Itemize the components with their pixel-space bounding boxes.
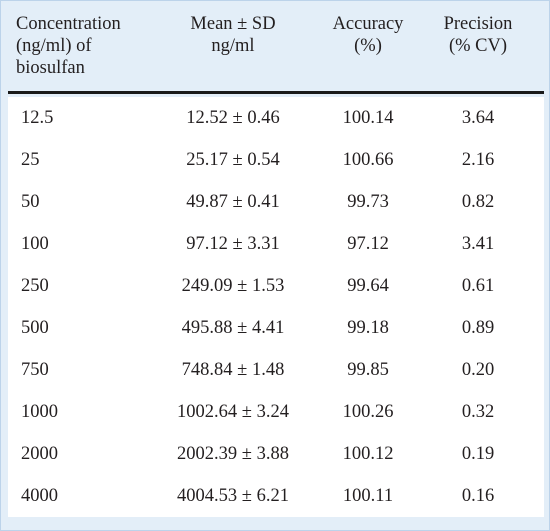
table-row: 25 25.17 ± 0.54 100.66 2.16 (8, 139, 544, 181)
table-header: Concentration (ng/ml) of biosulfan Mean … (3, 3, 549, 89)
cell-mean-sd: 49.87 ± 0.41 (186, 192, 280, 212)
cell-mean-sd: 1002.64 ± 3.24 (177, 402, 289, 422)
table-row: 100 97.12 ± 3.31 97.12 3.41 (8, 223, 544, 265)
table-row: 50 49.87 ± 0.41 99.73 0.82 (8, 181, 544, 223)
cell-mean-sd: 25.17 ± 0.54 (186, 150, 280, 170)
table-row: 500 495.88 ± 4.41 99.18 0.89 (8, 307, 544, 349)
cell-concentration: 50 (21, 192, 40, 212)
header-mean-sd-line-1: Mean ± SD (190, 14, 276, 34)
cell-precision: 0.20 (461, 360, 495, 380)
cell-mean-sd: 97.12 ± 3.31 (186, 234, 280, 254)
header-precision: Precision (% CV) (418, 13, 538, 57)
header-mean-sd-line-2: ng/ml (211, 36, 255, 56)
header-precision-line-2: (% CV) (448, 36, 508, 56)
cell-concentration: 750 (21, 360, 49, 380)
cell-precision: 3.41 (461, 234, 495, 254)
header-concentration-line-1: Concentration (16, 14, 121, 34)
cell-mean-sd: 748.84 ± 1.48 (181, 360, 285, 380)
cell-precision: 0.32 (461, 402, 495, 422)
cell-mean-sd: 12.52 ± 0.46 (186, 108, 280, 128)
cell-accuracy: 100.26 (342, 402, 394, 422)
cell-concentration: 100 (21, 234, 49, 254)
cell-accuracy: 100.12 (342, 444, 394, 464)
cell-mean-sd: 2002.39 ± 3.88 (177, 444, 289, 464)
cell-concentration: 25 (21, 150, 40, 170)
cell-accuracy: 99.85 (347, 360, 389, 380)
table-row: 750 748.84 ± 1.48 99.85 0.20 (8, 349, 544, 391)
table-row: 2000 2002.39 ± 3.88 100.12 0.19 (8, 433, 544, 475)
cell-concentration: 4000 (21, 486, 58, 506)
cell-accuracy: 100.66 (342, 150, 394, 170)
table-row: 4000 4004.53 ± 6.21 100.11 0.16 (8, 475, 544, 517)
cell-accuracy: 99.73 (347, 192, 389, 212)
cell-precision: 0.19 (461, 444, 495, 464)
cell-precision: 0.16 (461, 486, 495, 506)
cell-accuracy: 99.18 (347, 318, 389, 338)
header-divider (8, 91, 544, 94)
cell-concentration: 12.5 (21, 108, 54, 128)
header-accuracy: Accuracy (%) (313, 13, 423, 57)
header-accuracy-line-2: (%) (354, 36, 382, 56)
cell-mean-sd: 495.88 ± 4.41 (181, 318, 285, 338)
cell-concentration: 2000 (21, 444, 58, 464)
cell-accuracy: 99.64 (347, 276, 389, 296)
cell-accuracy: 97.12 (347, 234, 389, 254)
cell-accuracy: 100.11 (342, 486, 394, 506)
cell-precision: 0.61 (461, 276, 495, 296)
table-row: 1000 1002.64 ± 3.24 100.26 0.32 (8, 391, 544, 433)
header-concentration-line-2: (ng/ml) of (16, 36, 92, 56)
cell-accuracy: 100.14 (342, 108, 394, 128)
cell-precision: 3.64 (461, 108, 495, 128)
table-row: 250 249.09 ± 1.53 99.64 0.61 (8, 265, 544, 307)
header-precision-line-1: Precision (443, 14, 513, 34)
header-accuracy-line-1: Accuracy (332, 14, 404, 34)
table-body: 12.5 12.52 ± 0.46 100.14 3.64 25 25.17 ±… (8, 97, 544, 517)
header-concentration: Concentration (ng/ml) of biosulfan (16, 13, 121, 79)
cell-concentration: 500 (21, 318, 49, 338)
cell-concentration: 1000 (21, 402, 58, 422)
cell-mean-sd: 249.09 ± 1.53 (181, 276, 285, 296)
cell-precision: 2.16 (461, 150, 495, 170)
header-mean-sd: Mean ± SD ng/ml (148, 13, 318, 57)
table-row: 12.5 12.52 ± 0.46 100.14 3.64 (8, 97, 544, 139)
cell-mean-sd: 4004.53 ± 6.21 (177, 486, 289, 506)
cell-concentration: 250 (21, 276, 49, 296)
cell-precision: 0.82 (461, 192, 495, 212)
cell-precision: 0.89 (461, 318, 495, 338)
header-concentration-line-3: biosulfan (16, 58, 85, 78)
